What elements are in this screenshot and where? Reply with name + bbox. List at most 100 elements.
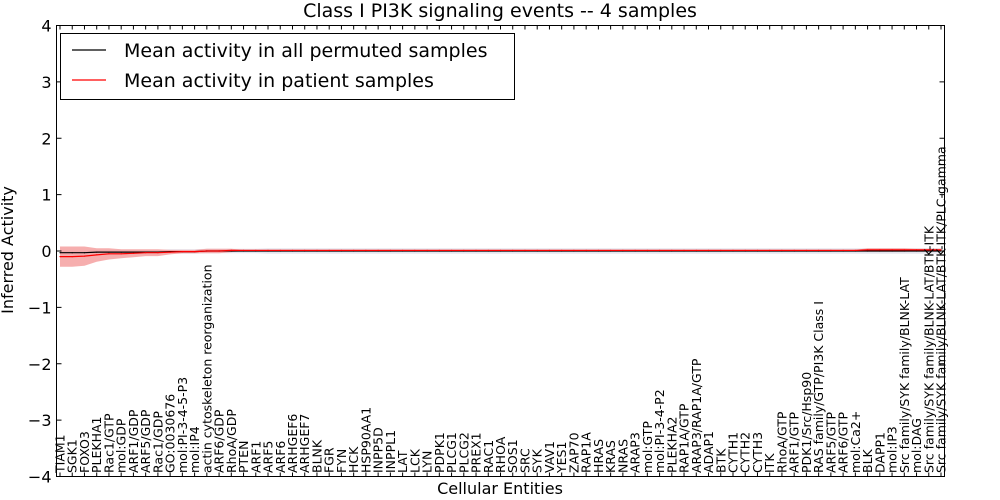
point-series-1 — [891, 250, 893, 252]
x-tick-label: PLCG2 — [456, 432, 471, 473]
point-series-2 — [132, 252, 134, 254]
x-tick-label: LCK — [407, 448, 422, 473]
point-series-2 — [438, 249, 440, 251]
x-tick-label: CYTH3 — [750, 432, 765, 473]
point-series-2 — [634, 249, 636, 251]
point-series-2 — [242, 249, 245, 251]
x-tick-label: NRAS — [615, 439, 630, 473]
point-series-2 — [353, 249, 355, 251]
point-series-2 — [365, 249, 367, 251]
legend-label-patient: Mean activity in patient samples — [124, 70, 434, 92]
x-tick-label: ARAP3 — [628, 432, 643, 473]
point-series-2 — [194, 251, 196, 253]
point-series-2 — [732, 249, 734, 251]
point-series-2 — [573, 249, 575, 251]
point-series-2 — [671, 249, 673, 251]
point-series-2 — [218, 250, 220, 252]
point-series-2 — [744, 249, 746, 251]
point-series-1 — [867, 250, 869, 252]
point-series-2 — [512, 249, 514, 251]
point-series-2 — [854, 249, 856, 251]
point-series-2 — [83, 255, 86, 257]
x-tick-label: SGK1 — [65, 439, 80, 473]
point-series-2 — [255, 249, 257, 251]
chart-title: Class I PI3K signaling events -- 4 sampl… — [303, 0, 697, 22]
point-series-2 — [414, 249, 416, 251]
point-series-2 — [157, 252, 159, 254]
point-series-2 — [561, 249, 563, 251]
point-series-2 — [879, 249, 881, 251]
point-series-1 — [108, 251, 110, 253]
x-tick-label: RAP1A/GTP — [677, 403, 692, 473]
x-tick-label: mol:GTP — [640, 421, 655, 473]
x-tick-label: CYTH2 — [738, 432, 753, 473]
point-series-2 — [340, 249, 342, 251]
point-series-2 — [463, 249, 465, 251]
point-series-2 — [940, 249, 942, 251]
point-series-2 — [169, 251, 171, 253]
point-series-2 — [59, 256, 61, 258]
point-series-2 — [108, 253, 110, 255]
x-tick-label: mol:GDP — [114, 418, 129, 473]
x-tick-label: mol:IP3 — [885, 426, 900, 473]
point-series-2 — [842, 249, 844, 251]
x-tick-label: ARHGEF6 — [285, 414, 300, 473]
x-tick-label: actin cytoskeleton reorganization — [199, 264, 214, 473]
x-tick-label: INPPL1 — [383, 430, 398, 473]
y-tick-label: 4 — [41, 17, 51, 36]
point-series-2 — [610, 249, 612, 251]
x-tick-label: PDK1/Src/Hsp90 — [799, 372, 814, 473]
x-tick-label: FYN — [334, 449, 349, 473]
x-tick-label: HCK — [346, 446, 361, 473]
x-tick-label: PREX1 — [469, 432, 484, 473]
x-tick-label: ARF5 — [261, 441, 276, 473]
x-tick-label: mol:IP4 — [187, 426, 202, 473]
x-tick-label: mol:Ca2+ — [848, 411, 863, 473]
x-tick-label: KRAS — [603, 440, 618, 473]
x-tick-label: PLCG1 — [444, 432, 459, 473]
x-tick-label: ARF6 — [273, 441, 288, 473]
point-series-1 — [120, 251, 122, 253]
point-series-2 — [830, 249, 832, 251]
x-tick-label: SOS1 — [505, 439, 520, 473]
point-series-2 — [71, 256, 73, 258]
point-series-2 — [695, 249, 697, 251]
point-series-1 — [915, 250, 918, 252]
y-axis-label: Inferred Activity — [0, 186, 17, 314]
point-series-2 — [720, 249, 722, 251]
y-tick-label: 3 — [41, 73, 51, 92]
x-tick-label: Rac1/GTP — [101, 413, 116, 473]
point-series-2 — [597, 249, 600, 251]
point-series-2 — [181, 251, 183, 253]
x-tick-label: DAPP1 — [872, 432, 887, 473]
point-series-2 — [475, 249, 477, 251]
x-tick-label: ADAP1 — [701, 431, 716, 473]
point-series-2 — [915, 249, 918, 251]
point-series-2 — [487, 249, 489, 251]
point-series-1 — [928, 250, 930, 252]
point-series-2 — [279, 249, 281, 251]
x-axis: TIAM1SGK1FOXO3PLEKHA1Rac1/GTPmol:GDPARF1… — [53, 25, 949, 477]
x-tick-label: RAP1A — [579, 432, 594, 473]
y-tick-label: −3 — [28, 411, 52, 430]
x-tick-label: ZAP70 — [566, 432, 581, 473]
x-tick-label: RAC1 — [481, 440, 496, 473]
x-tick-label: PLEKHA2 — [664, 416, 679, 473]
x-tick-label: SRC — [518, 448, 533, 473]
x-tick-label: BLK — [860, 448, 875, 473]
point-series-2 — [291, 249, 294, 251]
x-tick-label: ARF6/GTP — [836, 412, 851, 473]
x-tick-label: RhoA/GTP — [774, 411, 789, 473]
x-tick-label: BTK — [713, 448, 728, 473]
point-series-1 — [879, 250, 881, 252]
point-series-2 — [548, 249, 551, 251]
point-series-2 — [818, 249, 820, 251]
point-series-2 — [316, 249, 318, 251]
point-series-1 — [132, 251, 134, 253]
confidence-bands — [60, 246, 941, 267]
point-series-2 — [328, 249, 330, 251]
x-tick-label: PDPK1 — [432, 432, 447, 473]
point-series-2 — [389, 249, 391, 251]
point-series-2 — [769, 249, 771, 251]
point-series-2 — [96, 254, 98, 256]
